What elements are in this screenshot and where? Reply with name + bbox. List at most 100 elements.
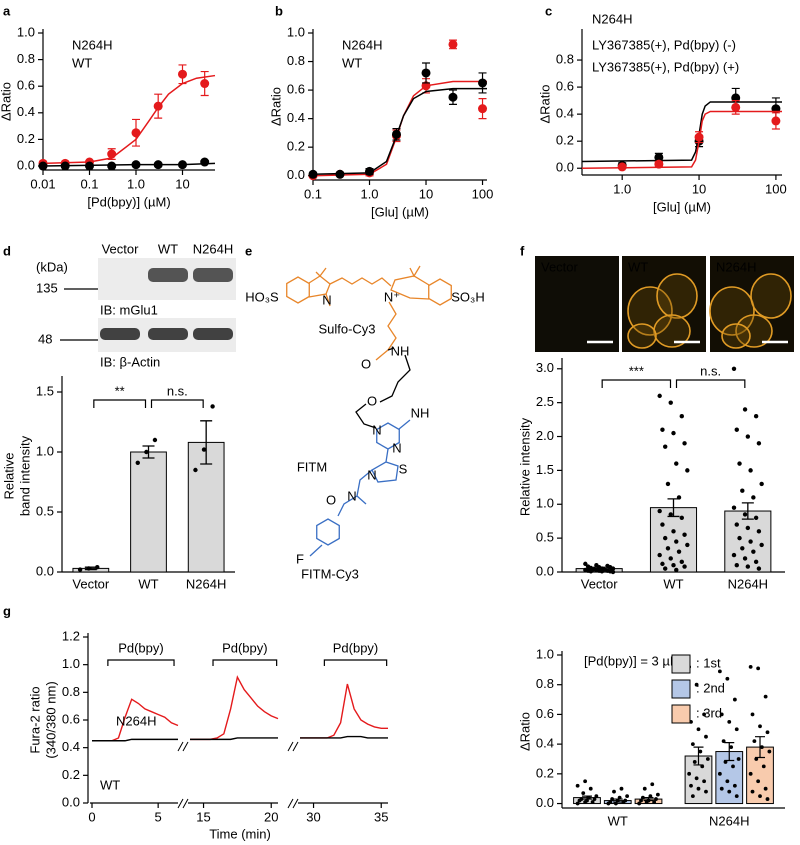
data-point (753, 413, 759, 419)
data-point (742, 407, 748, 412)
data-point (736, 757, 741, 761)
data-point (575, 801, 580, 806)
stimulus-bar (212, 659, 278, 666)
data-point (478, 104, 488, 114)
data-point (674, 461, 679, 466)
data-point (756, 779, 761, 784)
x-tick-label: 10 (175, 176, 189, 191)
y-axis-label: Relative (1, 453, 16, 500)
y-axis-label: band intensity (17, 435, 32, 516)
data-point (732, 783, 737, 788)
fit-curve (581, 101, 782, 163)
data-point (590, 800, 595, 804)
cell (721, 323, 751, 349)
stimulus-bar (107, 659, 175, 666)
data-point (758, 724, 762, 729)
y-axis-label: Fura-2 ratio (27, 686, 42, 753)
data-point (748, 664, 753, 669)
x-tick-label: Vector (581, 576, 619, 591)
data-point (177, 160, 187, 170)
legend-label: : 3rd (696, 705, 722, 720)
bond (371, 448, 399, 483)
data-point (612, 789, 616, 794)
x-axis-label: [Pd(bpy)] (µM) (87, 194, 170, 209)
data-point (717, 669, 722, 674)
band (193, 328, 233, 340)
data-point (737, 461, 742, 466)
series-label: WT (100, 777, 120, 792)
y-tick-label: 0.6 (536, 706, 554, 721)
data-point (38, 161, 48, 171)
significance-bracket (93, 399, 147, 408)
atom-label: N (347, 488, 356, 503)
error-bar (755, 736, 766, 759)
error-bar (693, 746, 704, 766)
band (148, 328, 188, 340)
data-point (625, 794, 630, 799)
data-point (679, 413, 684, 419)
legend-swatch (671, 704, 691, 724)
data-point (639, 798, 643, 803)
data-point (676, 549, 682, 554)
data-point (745, 564, 751, 569)
trace (300, 683, 388, 739)
panel-label: b (275, 3, 283, 18)
data-point (765, 730, 770, 735)
trace (190, 675, 279, 741)
data-point (107, 161, 117, 171)
stimulus-label: Pd(bpy) (333, 640, 379, 655)
x-tick-label: 5 (155, 809, 162, 824)
bar (649, 507, 698, 573)
data-point (702, 712, 707, 717)
data-point (679, 559, 684, 565)
x-tick-label: 10 (692, 181, 706, 196)
data-point (734, 727, 739, 732)
data-point (685, 468, 690, 473)
data-point (671, 529, 676, 534)
data-point (705, 757, 710, 761)
data-point (663, 535, 668, 541)
x-tick-label: 0.01 (30, 176, 55, 191)
data-point (753, 515, 759, 521)
atom-label: N (367, 467, 376, 482)
y-axis-label: ΔRatio (537, 84, 552, 123)
atom-label: N⁺ (384, 289, 400, 304)
bond (390, 275, 430, 300)
bond (409, 265, 421, 278)
bond (329, 277, 392, 287)
lane-label: WT (158, 241, 178, 256)
data-point (650, 782, 655, 787)
atom-label: N (392, 440, 401, 455)
y-tick-label: 1.0 (62, 656, 80, 671)
bond (356, 469, 373, 497)
data-point (617, 162, 627, 172)
data-point (687, 771, 692, 776)
y-tick-label: 0.4 (556, 106, 574, 121)
data-point (737, 535, 742, 541)
data-point (731, 102, 741, 112)
data-point (727, 789, 732, 794)
ring (316, 518, 340, 546)
data-point (200, 79, 210, 89)
error-bar (200, 420, 213, 465)
error-bar (667, 498, 680, 518)
data-point (660, 522, 665, 527)
data-point (153, 101, 163, 111)
data-point (690, 794, 695, 799)
band (193, 268, 233, 282)
y-tick-label: 0.2 (287, 139, 305, 154)
error-bar (612, 798, 623, 803)
data-point (740, 488, 745, 493)
data-point (694, 776, 699, 781)
x-tick-label: WT (608, 813, 628, 828)
atom-label: F (296, 551, 304, 566)
data-point (654, 797, 658, 801)
stimulus-label: Pd(bpy) (222, 640, 268, 655)
data-point (640, 795, 645, 800)
data-point (682, 564, 687, 569)
ring (286, 276, 310, 304)
fit-curve (42, 74, 216, 165)
y-tick-label: 2.5 (536, 394, 554, 409)
data-point (365, 166, 375, 176)
panel-label: g (3, 603, 11, 618)
